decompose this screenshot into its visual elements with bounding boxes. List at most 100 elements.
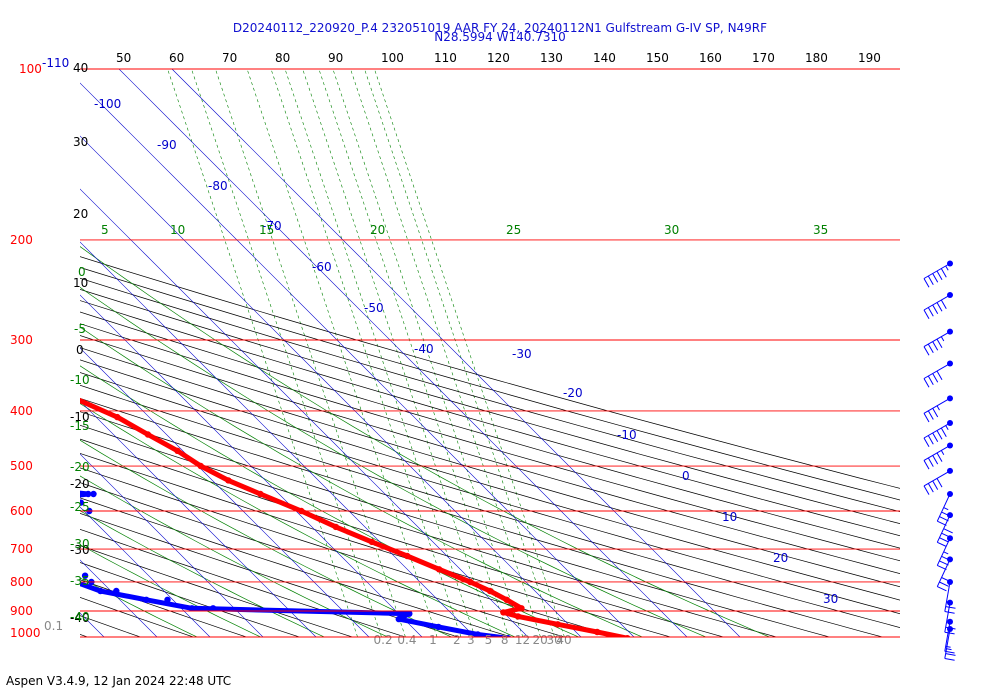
dry-adiabat: [80, 438, 725, 637]
dewpoint-scatter-point: [209, 605, 217, 612]
isotherm-line: [80, 453, 264, 637]
wind-barb: [923, 360, 953, 388]
dry-adiabat: [80, 347, 900, 588]
moist-adiabat: [80, 577, 198, 637]
dry-adiabat: [80, 562, 301, 637]
pressure-tick-label: 600: [10, 504, 33, 518]
moist-adiabat-label: -40: [70, 610, 90, 624]
dry-adiabat: [80, 597, 195, 637]
temperature-point: [435, 566, 443, 573]
temperature-point: [404, 552, 411, 560]
moist-adiabat: [80, 403, 516, 637]
temperature-point: [225, 477, 232, 484]
left-axis-label: 10: [73, 276, 88, 290]
dewpoint-point: [0, 531, 5, 537]
mixing-ratio-line: [318, 69, 510, 637]
left-axis-label: -40: [70, 611, 90, 625]
isotherm-line: [80, 506, 211, 637]
mixing-ratio-label: 5: [485, 633, 493, 647]
isotherm-line: [80, 294, 423, 637]
dry-adiabat: [80, 323, 900, 562]
chart-title-line2: N28.5994 W140.7310: [434, 30, 566, 44]
dewpoint-scatter-point: [53, 539, 59, 545]
temperature-point: [144, 431, 152, 438]
plot-area: [0, 69, 900, 649]
dry-adiabat: [0, 69, 13, 649]
mixing-ratio-label: 30: [547, 633, 562, 647]
top-axis-label: 80: [275, 51, 290, 65]
isotherm-label: -50: [364, 301, 384, 315]
dewpoint-point: [435, 623, 442, 631]
mixing-ratio-top-label: 20: [370, 223, 385, 237]
footer-version: Aspen V3.4.9, 12 Jan 2024 22:48 UTC: [6, 674, 232, 688]
moist-adiabat: [80, 326, 644, 637]
wind-barb: [923, 328, 953, 356]
isotherm-label: -60: [312, 260, 332, 274]
temperature-point: [554, 621, 561, 628]
moist-adiabat: [80, 246, 771, 637]
pressure-tick-label: 100: [19, 62, 42, 76]
isotherm-label: -30: [512, 347, 532, 361]
dewpoint-point: [32, 539, 38, 545]
pressure-tick-label: 800: [10, 575, 33, 589]
mixing-ratio-line: [167, 69, 358, 637]
wind-barb: [923, 467, 953, 495]
pressure-tick-label: 900: [10, 604, 33, 618]
top-axis-label: 150: [646, 51, 669, 65]
mixing-ratio-label: 2: [453, 633, 461, 647]
isotherm-label: -40: [414, 342, 434, 356]
dry-adiabat: [80, 513, 460, 637]
mixing-ratio-line: [191, 69, 382, 637]
dry-adiabat: [80, 424, 778, 637]
dewpoint-scatter-point: [23, 566, 29, 572]
moist-adiabat-label: -15: [70, 419, 90, 433]
wind-barb: [944, 578, 956, 614]
dewpoint-scatter-point: [20, 531, 26, 537]
dewpoint-scatter-point: [28, 524, 34, 530]
top-axis-label: 160: [699, 51, 722, 65]
mixing-ratio-line: [270, 69, 462, 637]
dry-adiabat: [80, 615, 142, 637]
dry-adiabat: [80, 397, 884, 637]
top-axis-label: 70: [222, 51, 237, 65]
mixing-ratio-label: 12: [515, 633, 530, 647]
dry-adiabat: [80, 482, 566, 637]
moist-adiabat-label: -35: [70, 574, 90, 588]
temperature-point: [332, 523, 339, 531]
dewpoint-point: [2, 482, 8, 488]
top-axis-label: 110: [434, 51, 457, 65]
mixing-ratio-line: [350, 69, 541, 637]
temperature-point: [174, 447, 181, 454]
wind-barb: [923, 442, 953, 470]
moist-adiabat-label: -25: [70, 500, 90, 514]
left-axis-label: 0: [76, 343, 84, 357]
isotherm-label: -80: [208, 179, 228, 193]
mixing-ratio-label: 8: [501, 633, 509, 647]
moist-adiabat-label: -10: [70, 373, 90, 387]
dry-adiabat: [80, 288, 900, 525]
mixing-ratio-label: 20: [533, 633, 548, 647]
mixing-ratio-top-label: 35: [813, 223, 828, 237]
wind-barb: [936, 556, 953, 592]
dry-adiabat: [80, 528, 407, 637]
moist-adiabat-label: -20: [70, 460, 90, 474]
dry-adiabat: [80, 411, 831, 637]
dry-adiabat: [80, 335, 900, 574]
dewpoint-point: [505, 635, 511, 637]
moist-adiabat-label: -30: [70, 537, 90, 551]
mixing-ratio-line: [374, 69, 565, 637]
temperature-point: [368, 538, 376, 546]
moist-adiabat-label: -5: [74, 322, 86, 336]
isotherm-label: -70: [262, 219, 282, 233]
left-axis-label: -20: [70, 477, 90, 491]
wind-barb: [936, 490, 953, 526]
top-axis-label: 190: [858, 51, 881, 65]
wind-barb: [936, 512, 953, 547]
dewpoint-point: [61, 573, 67, 579]
wind-barb: [944, 626, 956, 661]
moist-adiabat: [80, 544, 262, 637]
temperature-point: [257, 490, 264, 498]
isotherm-label: 10: [722, 510, 737, 524]
left-axis-label: -30: [70, 543, 90, 557]
